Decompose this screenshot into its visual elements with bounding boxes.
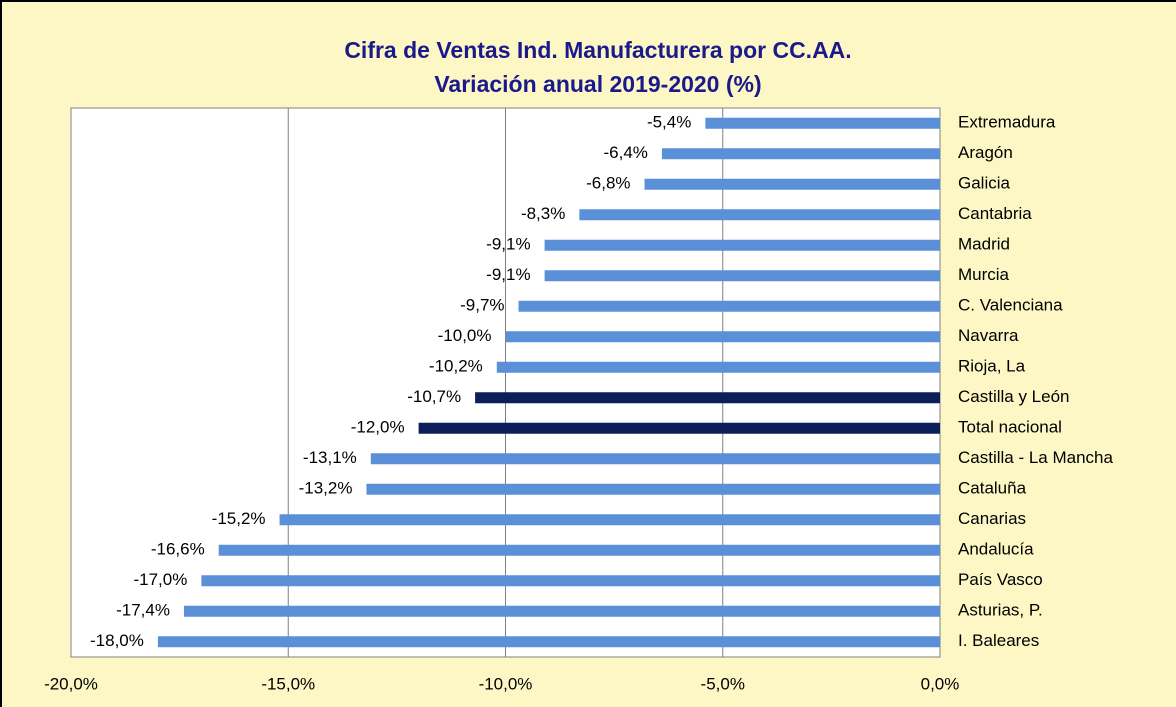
y-tick-label: Extremadura: [958, 113, 1056, 132]
value-label: -10,0%: [438, 326, 492, 345]
bar: [505, 331, 940, 343]
y-tick-label: Madrid: [958, 235, 1010, 254]
value-label: -13,1%: [303, 448, 357, 467]
value-label: -9,1%: [486, 235, 530, 254]
y-tick-label: I. Baleares: [958, 631, 1039, 650]
y-tick-label: Rioja, La: [958, 357, 1026, 376]
y-tick-label: Cataluña: [958, 479, 1027, 498]
bar: [475, 392, 940, 404]
value-label: -17,4%: [116, 601, 170, 620]
y-tick-label: Canarias: [958, 509, 1026, 528]
bar: [201, 575, 941, 587]
value-label: -18,0%: [90, 631, 144, 650]
value-label: -9,7%: [460, 296, 504, 315]
value-label: -12,0%: [351, 418, 405, 437]
y-tick-label: Galicia: [958, 174, 1011, 193]
value-label: -17,0%: [133, 570, 187, 589]
value-label: -10,2%: [429, 357, 483, 376]
y-tick-label: Asturias, P.: [958, 601, 1043, 620]
x-tick-label: -5,0%: [701, 674, 745, 693]
bar: [544, 239, 940, 251]
value-label: -6,4%: [603, 143, 647, 162]
value-label: -15,2%: [212, 509, 266, 528]
bar: [644, 178, 940, 190]
y-tick-label: Navarra: [958, 326, 1019, 345]
bar: [279, 514, 940, 526]
x-tick-label: -20,0%: [44, 674, 98, 693]
value-label: -16,6%: [151, 540, 205, 559]
value-label: -5,4%: [647, 113, 691, 132]
chart-title: Cifra de Ventas Ind. Manufacturera por C…: [344, 37, 851, 63]
bar: [705, 117, 940, 129]
value-label: -9,1%: [486, 265, 530, 284]
y-tick-label: Total nacional: [958, 418, 1062, 437]
bar: [366, 483, 941, 495]
bar: [418, 422, 941, 434]
bar: [183, 605, 941, 617]
bar: [218, 544, 941, 556]
value-label: -6,8%: [586, 174, 630, 193]
bar: [496, 361, 940, 373]
y-tick-label: Castilla y León: [958, 387, 1070, 406]
bar: [518, 300, 940, 312]
bar: [370, 453, 940, 465]
bar: [157, 636, 940, 648]
value-label: -13,2%: [299, 479, 353, 498]
y-tick-label: País Vasco: [958, 570, 1043, 589]
x-tick-label: -15,0%: [261, 674, 315, 693]
bar: [579, 209, 940, 221]
y-tick-label: Andalucía: [958, 540, 1034, 559]
bar: [661, 148, 940, 160]
y-tick-label: Castilla - La Mancha: [958, 448, 1114, 467]
y-tick-label: Cantabria: [958, 204, 1032, 223]
y-tick-label: C. Valenciana: [958, 296, 1063, 315]
x-tick-label: 0,0%: [921, 674, 960, 693]
value-label: -8,3%: [521, 204, 565, 223]
x-tick-label: -10,0%: [479, 674, 533, 693]
y-tick-label: Aragón: [958, 143, 1013, 162]
y-tick-label: Murcia: [958, 265, 1010, 284]
chart-subtitle: Variación anual 2019-2020 (%): [434, 71, 761, 97]
bar: [544, 270, 940, 282]
value-label: -10,7%: [407, 387, 461, 406]
